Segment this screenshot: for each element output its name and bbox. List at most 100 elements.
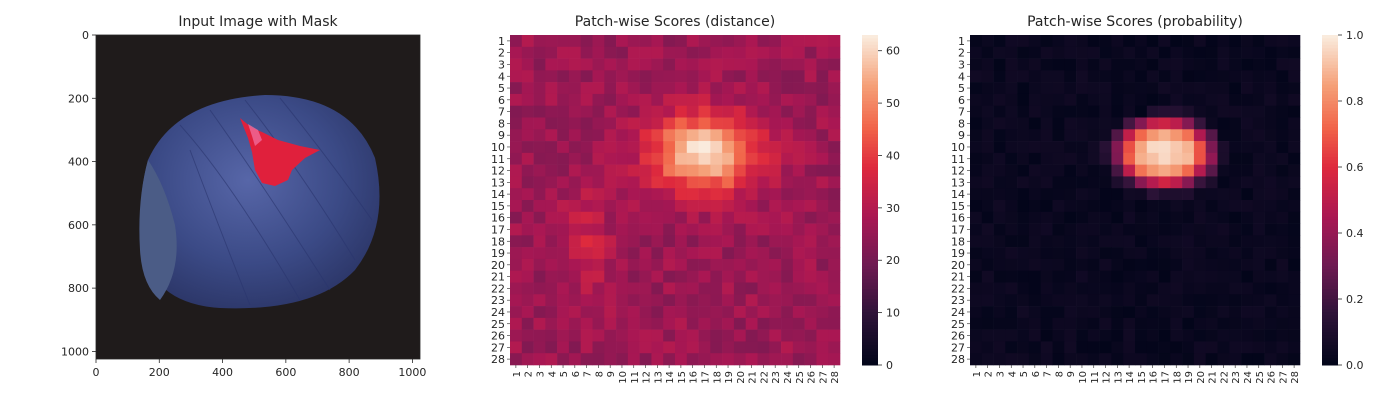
heatmap-cell (781, 235, 794, 248)
heatmap-cell (616, 306, 629, 319)
heatmap-cell (722, 329, 735, 342)
col-label: 25 (795, 371, 806, 384)
colorbar-segment (1322, 163, 1338, 168)
heatmap-cell (981, 176, 994, 189)
row-label: 23 (951, 294, 965, 307)
heatmap-cell (1170, 82, 1183, 95)
heatmap-cell (568, 35, 582, 48)
heatmap-cell (804, 117, 817, 130)
heatmap-cell (686, 188, 699, 201)
heatmap-cell (568, 176, 582, 189)
heatmap-cell (521, 235, 534, 248)
heatmap-cell (533, 141, 546, 154)
heatmap-cell (1193, 35, 1207, 48)
heatmap-cell (1135, 317, 1148, 330)
heatmap-cell (1241, 235, 1254, 248)
row-label: 2 (958, 47, 965, 60)
heatmap-cell (1005, 58, 1018, 71)
heatmap-cell (557, 105, 570, 118)
heatmap-cell (663, 247, 676, 260)
heatmap-cell (1146, 164, 1159, 177)
heatmap-cell (1276, 129, 1289, 142)
heatmap-cell (828, 82, 841, 95)
heatmap-cell (722, 282, 735, 295)
heatmap-cell (1288, 152, 1301, 165)
heatmap-cell (698, 70, 711, 83)
colorbar-segment (862, 153, 878, 158)
heatmap-cell (616, 93, 629, 107)
col-label: 8 (1054, 371, 1065, 377)
heatmap-cell (510, 129, 523, 142)
heatmap-cell (1040, 353, 1053, 366)
col-label: 19 (1184, 371, 1195, 384)
heatmap-cell (1064, 329, 1077, 342)
heatmap-cell (1146, 223, 1159, 236)
colorbar-segment (862, 242, 878, 247)
panel1-title: Input Image with Mask (178, 14, 338, 30)
heatmap-cell (592, 117, 605, 130)
heatmap-cell (1264, 70, 1277, 83)
col-label: 28 (830, 371, 841, 384)
heatmap-cell (1052, 35, 1065, 48)
colorbar-segment (862, 351, 878, 356)
heatmap-cell (970, 105, 983, 118)
heatmap-cell (828, 200, 841, 213)
heatmap-cell (710, 341, 723, 354)
heatmap-cell (1028, 317, 1042, 330)
heatmap-cell (686, 223, 699, 236)
heatmap-cell (580, 129, 593, 142)
colorbar-segment (862, 282, 878, 287)
heatmap-cell (757, 282, 770, 295)
heatmap-cell (1205, 188, 1218, 201)
heatmap-cell (1146, 117, 1159, 130)
heatmap-cell (1241, 282, 1254, 295)
heatmap-cell (1040, 341, 1053, 354)
heatmap-cell (1099, 317, 1112, 330)
heatmap-cell (639, 317, 652, 330)
heatmap-cell (804, 58, 817, 71)
heatmap-cell (757, 176, 770, 189)
heatmap-cell (993, 329, 1006, 342)
row-label: 6 (958, 94, 965, 107)
heatmap-cell (545, 188, 558, 201)
row-label: 18 (951, 235, 965, 248)
heatmap-cell (592, 35, 605, 48)
heatmap-cell (970, 306, 983, 319)
heatmap-cell (1087, 282, 1100, 295)
heatmap-cell (1241, 258, 1254, 272)
heatmap-cell (733, 164, 747, 177)
heatmap-cell (1193, 46, 1207, 59)
heatmap-cell (816, 247, 829, 260)
col-label: 9 (1066, 371, 1077, 377)
heatmap-cell (651, 141, 664, 154)
colorbar-segment (862, 38, 878, 43)
row-label: 11 (491, 153, 505, 166)
heatmap-cell (1146, 93, 1159, 107)
row-label: 14 (491, 188, 505, 201)
heatmap-cell (1087, 176, 1100, 189)
heatmap-cell (1205, 46, 1218, 59)
colorbar-segment (1322, 173, 1338, 178)
heatmap-cell (686, 235, 699, 248)
heatmap-cell (686, 58, 699, 71)
colorbar-tick-label: 0.0 (1346, 359, 1364, 372)
heatmap-cell (757, 258, 770, 272)
heatmap-cell (545, 341, 558, 354)
heatmap-cell (651, 223, 664, 236)
heatmap-cell (722, 141, 735, 154)
heatmap-cell (686, 152, 699, 165)
heatmap-cell (1241, 270, 1254, 283)
col-label: 2 (524, 371, 535, 377)
heatmap-cell (1064, 141, 1077, 154)
heatmap-cell (804, 317, 817, 330)
heatmap-cell (580, 117, 593, 130)
heatmap-cell (1217, 176, 1230, 189)
heatmap-cell (533, 152, 546, 165)
heatmap-cell (1182, 200, 1195, 213)
heatmap-cell (627, 247, 640, 260)
heatmap-cell (1158, 152, 1171, 165)
heatmap-cell (993, 306, 1006, 319)
heatmap-cell (1005, 141, 1018, 154)
col-label: 8 (594, 371, 605, 377)
heatmap-cell (1146, 317, 1159, 330)
